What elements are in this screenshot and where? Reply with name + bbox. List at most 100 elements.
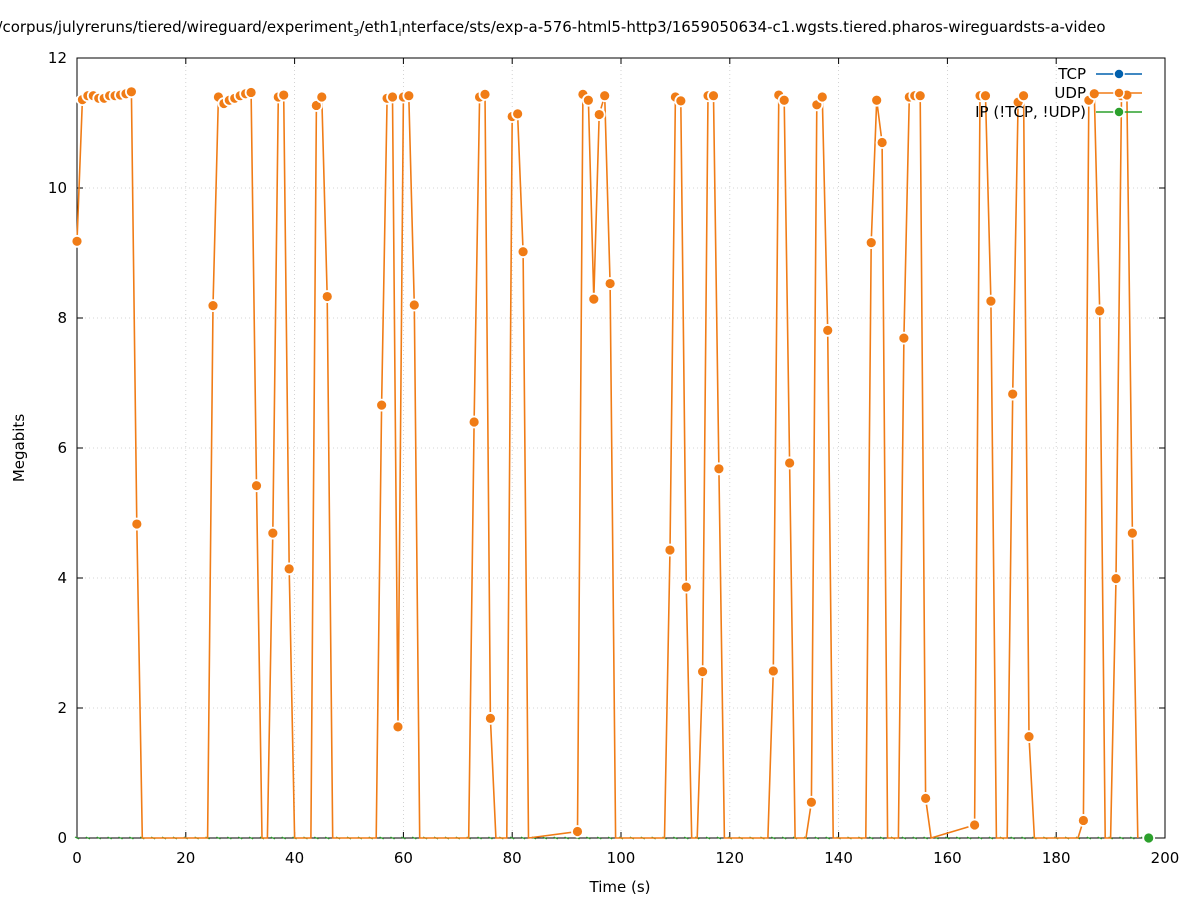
- ip-baseline-mark: [781, 836, 787, 840]
- data-point: [391, 720, 405, 734]
- data-point: [777, 93, 791, 107]
- ip-baseline-mark: [324, 836, 330, 840]
- legend-label: TCP: [1057, 65, 1086, 83]
- data-point: [516, 245, 530, 259]
- ip-baseline-mark: [673, 836, 678, 840]
- ip-baseline-mark: [684, 836, 689, 840]
- ip-baseline-mark: [771, 836, 776, 840]
- ip-baseline-mark: [477, 836, 482, 840]
- ip-baseline-mark: [553, 836, 558, 840]
- data-point: [663, 543, 677, 557]
- ip-baseline-mark: [814, 836, 820, 840]
- chart-title: nt/corpus/julyreruns/tiered/wireguard/ex…: [0, 18, 1106, 39]
- y-tick-label: 4: [57, 569, 67, 587]
- ip-baseline-mark: [520, 836, 526, 840]
- data-point: [407, 298, 421, 312]
- data-point: [124, 85, 138, 99]
- data-point: [277, 88, 291, 102]
- ip-baseline-mark: [401, 836, 406, 840]
- data-point: [712, 462, 726, 476]
- x-tick-label: 80: [503, 849, 522, 867]
- ip-baseline-mark: [586, 836, 591, 840]
- ip-baseline-mark: [912, 836, 918, 840]
- data-point: [1093, 304, 1107, 318]
- data-point: [603, 277, 617, 290]
- data-point: [386, 90, 399, 104]
- y-tick-label: 12: [48, 49, 67, 67]
- x-tick-label: 40: [285, 849, 304, 867]
- ip-baseline-mark: [923, 836, 928, 840]
- ip-baseline-mark: [379, 836, 384, 840]
- x-tick-label: 180: [1042, 849, 1071, 867]
- data-point: [984, 294, 998, 308]
- data-point: [1022, 730, 1036, 743]
- x-tick-label: 160: [933, 849, 962, 867]
- ip-baseline-mark: [564, 836, 569, 840]
- data-point: [875, 136, 889, 149]
- data-point: [511, 107, 525, 121]
- x-tick-label: 140: [824, 849, 853, 867]
- x-tick-label: 100: [607, 849, 636, 867]
- ip-baseline-mark: [716, 836, 722, 840]
- ip-baseline-mark: [237, 836, 243, 840]
- data-point: [402, 89, 416, 103]
- ip-baseline-mark: [227, 836, 232, 840]
- ip-baseline-mark: [1130, 836, 1135, 840]
- ip-baseline-mark: [390, 836, 395, 840]
- y-tick-label: 2: [57, 699, 67, 717]
- data-point: [598, 89, 612, 103]
- ip-baseline-mark: [216, 836, 221, 840]
- legend-label: IP (!TCP, !UDP): [975, 103, 1086, 121]
- y-tick-label: 8: [57, 309, 67, 327]
- data-point: [244, 86, 258, 99]
- data-point: [1142, 831, 1156, 845]
- ip-baseline-mark: [607, 836, 613, 840]
- data-point: [282, 562, 296, 576]
- y-tick-label: 6: [57, 439, 67, 457]
- ip-baseline-mark: [1021, 836, 1026, 840]
- ip-baseline-mark: [825, 836, 830, 840]
- ip-baseline-mark: [118, 836, 123, 840]
- data-point: [679, 580, 693, 594]
- ip-baseline-mark: [314, 836, 319, 840]
- data-point: [766, 664, 780, 678]
- data-point: [1017, 89, 1030, 103]
- ip-baseline-mark: [966, 836, 972, 840]
- ip-baseline-mark: [956, 836, 961, 840]
- legend-marker: [1113, 87, 1125, 99]
- data-point: [1006, 387, 1020, 401]
- x-tick-label: 0: [72, 849, 82, 867]
- ip-baseline-mark: [901, 836, 907, 840]
- x-tick-label: 20: [176, 849, 195, 867]
- ip-baseline-mark: [107, 836, 112, 840]
- legend-marker: [1113, 106, 1125, 118]
- ip-baseline-mark: [1119, 836, 1124, 840]
- ip-baseline-mark: [85, 836, 91, 840]
- data-point: [266, 526, 280, 540]
- data-point: [1077, 814, 1090, 827]
- data-point: [783, 456, 797, 470]
- legend-label: UDP: [1054, 84, 1086, 102]
- ip-baseline-mark: [74, 836, 80, 840]
- data-point: [484, 712, 497, 725]
- data-point: [315, 90, 329, 104]
- data-point: [864, 236, 878, 250]
- ip-baseline-mark: [248, 836, 254, 840]
- data-point: [375, 398, 389, 412]
- data-point: [206, 299, 220, 313]
- data-point: [581, 93, 595, 107]
- ip-baseline-mark: [977, 836, 983, 840]
- grid-lines: [77, 58, 1165, 838]
- ip-baseline-mark: [868, 836, 874, 840]
- ip-baseline-mark: [945, 836, 950, 840]
- data-point: [1125, 526, 1139, 540]
- data-point: [320, 290, 334, 303]
- y-tick-label: 0: [57, 829, 67, 847]
- data-point: [696, 665, 709, 678]
- data-point: [707, 89, 720, 103]
- data-point: [913, 89, 927, 103]
- ip-baseline-mark: [96, 836, 102, 840]
- data-point: [592, 108, 606, 121]
- data-point: [674, 94, 688, 108]
